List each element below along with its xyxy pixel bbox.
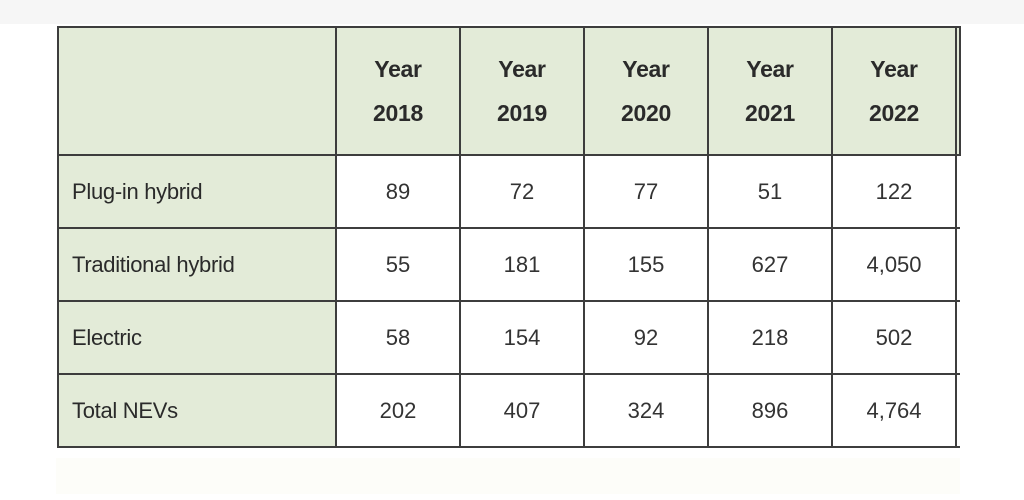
table-cell: 55 [335, 227, 461, 302]
clipped-column-edge [955, 373, 960, 448]
column-header-word: Year [746, 56, 794, 82]
table-cell: 58 [335, 300, 461, 375]
table-cell: 407 [459, 373, 585, 448]
clipped-column-edge [955, 300, 960, 375]
table-row: Total NEVs 202 407 324 896 4,764 [57, 373, 960, 448]
table-row: Plug-in hybrid 89 72 77 51 122 [57, 154, 960, 229]
column-header: Year 2021 [707, 26, 833, 156]
bottom-band [56, 458, 960, 494]
column-header-year: 2021 [745, 100, 795, 126]
column-header: Year 2020 [583, 26, 709, 156]
table-cell: 122 [831, 154, 957, 229]
table-cell: 92 [583, 300, 709, 375]
row-label: Traditional hybrid [57, 227, 337, 302]
column-header-year: 2022 [869, 100, 919, 126]
column-header-word: Year [622, 56, 670, 82]
column-header: Year 2019 [459, 26, 585, 156]
table-cell: 4,050 [831, 227, 957, 302]
table-cell: 155 [583, 227, 709, 302]
column-header-year: 2019 [497, 100, 547, 126]
row-label: Electric [57, 300, 337, 375]
table-cell: 72 [459, 154, 585, 229]
column-header: Year 2018 [335, 26, 461, 156]
column-header-year: 2018 [373, 100, 423, 126]
row-label: Total NEVs [57, 373, 337, 448]
table-row: Electric 58 154 92 218 502 [57, 300, 960, 375]
column-header-word: Year [374, 56, 422, 82]
corner-cell [57, 26, 337, 156]
table-cell: 896 [707, 373, 833, 448]
table-cell: 77 [583, 154, 709, 229]
top-band [0, 0, 1024, 24]
column-header: Year 2022 [831, 26, 957, 156]
table-row: Traditional hybrid 55 181 155 627 4,050 [57, 227, 960, 302]
clipped-column-edge [955, 154, 960, 229]
row-label: Plug-in hybrid [57, 154, 337, 229]
table-cell: 154 [459, 300, 585, 375]
table-cell: 181 [459, 227, 585, 302]
column-header-year: 2020 [621, 100, 671, 126]
table-cell: 218 [707, 300, 833, 375]
clipped-column-edge [955, 26, 961, 156]
column-header-word: Year [498, 56, 546, 82]
table-cell: 202 [335, 373, 461, 448]
table-cell: 502 [831, 300, 957, 375]
table-cell: 89 [335, 154, 461, 229]
column-header-word: Year [870, 56, 918, 82]
nev-table: Year 2018 Year 2019 Year 2020 Year 2021 … [57, 26, 961, 448]
table-cell: 4,764 [831, 373, 957, 448]
table-cell: 627 [707, 227, 833, 302]
table-cell: 51 [707, 154, 833, 229]
clipped-column-edge [955, 227, 960, 302]
header-row: Year 2018 Year 2019 Year 2020 Year 2021 … [57, 26, 961, 156]
table-cell: 324 [583, 373, 709, 448]
